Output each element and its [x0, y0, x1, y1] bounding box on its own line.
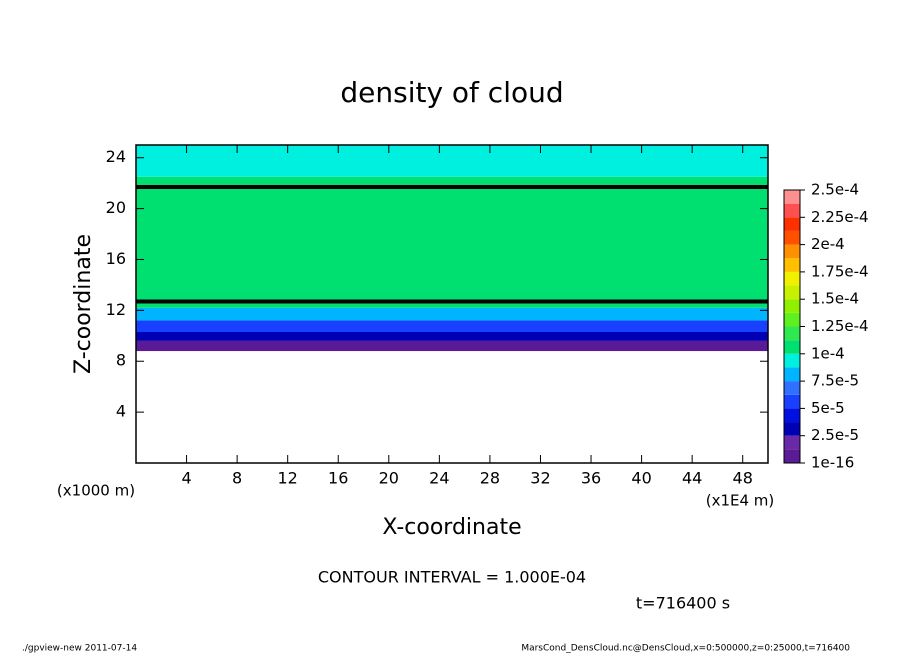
colorbar-tick-label: 2e-4	[811, 235, 845, 253]
colorbar-tick-label: 2.5e-5	[811, 426, 859, 444]
colorbar-swatch	[784, 435, 800, 450]
field-band	[136, 145, 768, 177]
field-band	[136, 176, 768, 308]
colorbar-tick-label: 1.75e-4	[811, 262, 869, 280]
colorbar-tick-label: 5e-5	[811, 399, 845, 417]
colorbar-swatch	[784, 340, 800, 354]
field-band	[136, 320, 768, 332]
x-tick-label: 28	[480, 469, 500, 488]
y-unit: (x1000 m)	[57, 482, 135, 500]
x-tick-label: 40	[631, 469, 651, 488]
y-tick-label: 20	[106, 198, 126, 217]
colorbar-swatch	[784, 285, 800, 300]
plot-frame	[135, 144, 769, 464]
colorbar-swatch	[784, 230, 800, 245]
colorbar-swatch	[784, 271, 800, 286]
colorbar-tick-label: 7.5e-5	[811, 372, 859, 390]
colorbar-swatch	[784, 367, 800, 382]
contour-interval: CONTOUR INTERVAL = 1.000E-04	[318, 568, 586, 587]
field-band	[136, 340, 768, 352]
colorbar-swatch	[784, 299, 800, 313]
x-tick-label: 44	[682, 469, 702, 488]
y-tick-label: 4	[116, 402, 126, 421]
colorbar-swatch	[784, 217, 800, 231]
colorbar-tick-label: 1.25e-4	[811, 317, 869, 335]
colorbar-swatch	[784, 326, 800, 341]
colorbar-tick-label: 2.5e-4	[811, 181, 859, 199]
x-tick-label: 36	[581, 469, 601, 488]
footer-left: ./gpview-new 2011-07-14	[22, 644, 137, 654]
field-band	[136, 307, 768, 321]
colorbar-swatch	[784, 394, 800, 409]
time-label: t=716400 s	[636, 594, 730, 613]
colorbar-swatch	[784, 244, 800, 259]
y-tick-label: 24	[106, 147, 126, 166]
colorbar-swatch	[784, 353, 800, 368]
chart-title: density of cloud	[340, 76, 563, 109]
y-tick-label: 8	[116, 351, 126, 370]
y-tick-label: 12	[106, 300, 126, 319]
colorbar-swatch	[784, 449, 800, 463]
colorbar-swatch	[784, 422, 800, 436]
x-tick-label: 4	[181, 469, 191, 488]
colorbar-tick-label: 1e-16	[811, 454, 854, 472]
x-axis-label: X-coordinate	[382, 515, 521, 540]
y-axis-label: Z-coordinate	[71, 234, 96, 374]
colorbar-swatch	[784, 203, 800, 218]
colorbar-swatch	[784, 258, 800, 272]
field-band	[136, 331, 768, 341]
x-tick-label: 48	[733, 469, 753, 488]
x-tick-label: 20	[379, 469, 399, 488]
colorbar-tick-label: 1e-4	[811, 344, 845, 362]
x-tick-label: 8	[232, 469, 242, 488]
colorbar-tick-label: 1.5e-4	[811, 290, 859, 308]
colorbar-swatch	[784, 381, 800, 395]
colorbar-swatch	[784, 190, 800, 204]
x-tick-label: 24	[429, 469, 449, 488]
x-tick-label: 32	[530, 469, 550, 488]
x-tick-label: 16	[328, 469, 348, 488]
footer-right: MarsCond_DensCloud.nc@DensCloud,x=0:5000…	[521, 644, 850, 654]
x-tick-label: 12	[278, 469, 298, 488]
colorbar-swatch	[784, 312, 800, 327]
colorbar-tick-label: 2.25e-4	[811, 208, 869, 226]
colorbar-swatch	[784, 408, 800, 423]
x-unit: (x1E4 m)	[706, 492, 775, 510]
y-tick-label: 16	[106, 249, 126, 268]
